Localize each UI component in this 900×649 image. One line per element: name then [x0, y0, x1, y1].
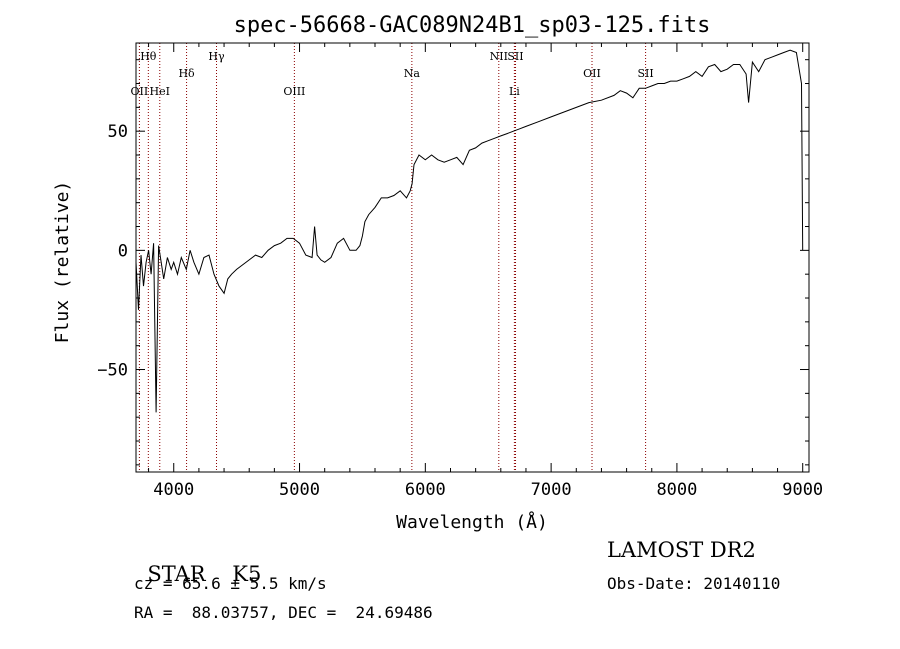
x-axis-ticks: 4000 5000 6000 7000 8000 9000 [148, 43, 823, 500]
obs-date: Obs-Date: 20140110 [607, 574, 781, 593]
x-tick-label: 8000 [656, 480, 697, 500]
y-tick-label: −50 [97, 361, 128, 381]
x-tick-label: 4000 [153, 480, 194, 500]
line-label: NII [490, 50, 508, 63]
chart-title: spec-56668-GAC089N24B1_sp03-125.fits [234, 13, 711, 38]
line-label: OII [131, 85, 149, 98]
object-class: STAR K5 [134, 538, 261, 586]
line-label: HeI [150, 85, 170, 98]
line-label: Na [404, 67, 421, 80]
x-axis-label: Wavelength (Å) [396, 511, 548, 533]
y-axis-label: Flux (relative) [52, 181, 73, 344]
line-label: OIII [283, 85, 305, 98]
line-label: Hθ [140, 50, 157, 63]
plot-frame [135, 42, 810, 473]
y-tick-label: 50 [108, 122, 128, 142]
survey-name: LAMOST DR2 [607, 538, 756, 562]
line-label: Li [509, 85, 520, 98]
x-tick-label: 5000 [279, 480, 320, 500]
x-tick-label: 7000 [531, 480, 572, 500]
object-class-label: STAR [147, 562, 206, 586]
y-tick-label: 0 [118, 241, 128, 261]
line-label: SII [507, 50, 523, 63]
spectrum-line [135, 49, 804, 413]
x-tick-label: 6000 [405, 480, 446, 500]
emission-line-markers [138, 43, 647, 472]
line-label: Hδ [178, 67, 195, 80]
line-label: Hγ [208, 50, 225, 63]
line-label: SII [637, 67, 653, 80]
y-axis-ticks: −50 0 50 [97, 59, 809, 466]
object-subclass: K5 [232, 562, 262, 586]
x-tick-label: 9000 [782, 480, 823, 500]
redshift-info: cz = 65.6 ± 5.5 km/s [134, 574, 327, 593]
line-label: OII [583, 67, 601, 80]
coordinates: RA = 88.03757, DEC = 24.69486 [134, 603, 433, 622]
